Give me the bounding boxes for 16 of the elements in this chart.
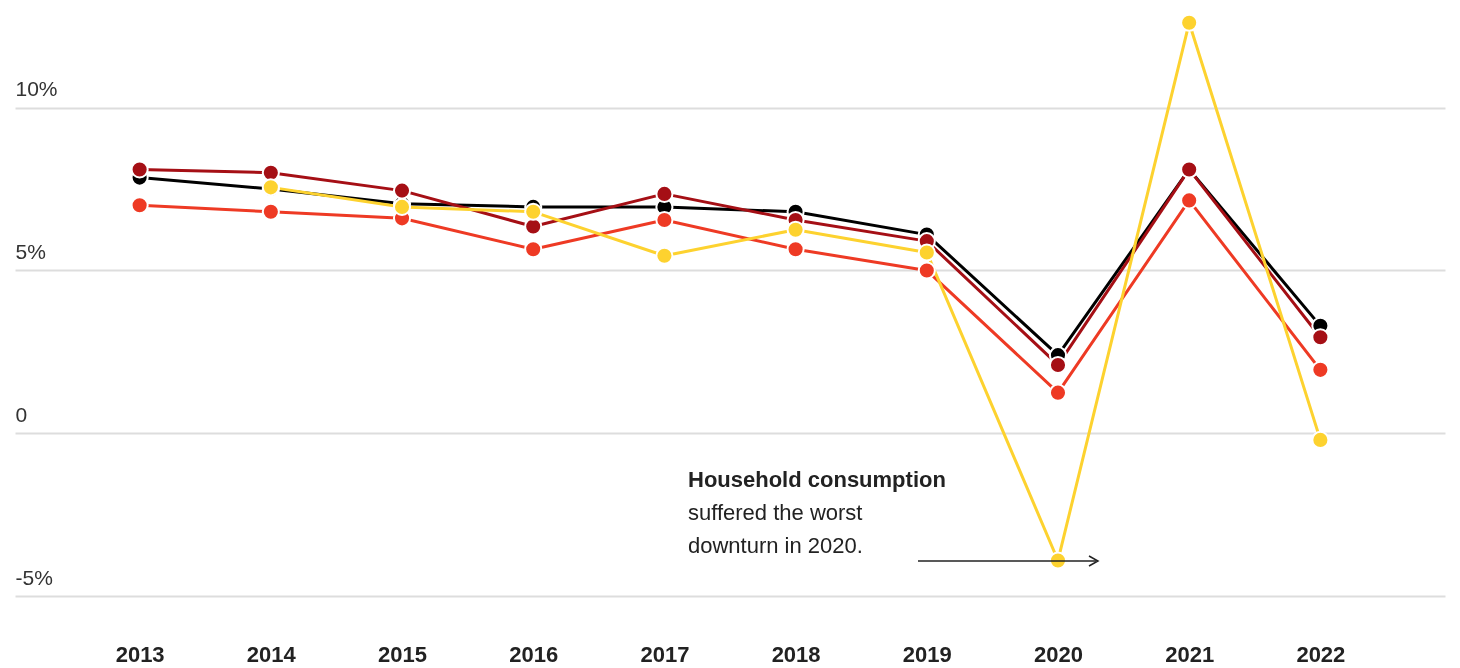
x-tick-label: 2013 [115, 641, 165, 667]
x-tick-label: 2021 [1165, 641, 1215, 667]
y-tick-label: 10% [15, 77, 58, 101]
x-tick-label: 2019 [902, 641, 952, 667]
x-tick-label: 2020 [1034, 641, 1083, 667]
y-tick-label: 5% [15, 239, 46, 263]
x-tick-label: 2022 [1296, 641, 1346, 667]
x-tick-label: 2018 [771, 641, 821, 667]
annotation: suffered the worst downturn in 2020. [688, 500, 863, 558]
x-tick-label: 2015 [378, 641, 427, 667]
y-tick-label: -5% [15, 565, 53, 589]
annotation: Household consumption [688, 467, 946, 492]
x-tick-label: 2017 [640, 641, 690, 667]
x-tick-label: 2016 [509, 641, 559, 667]
y-tick-label: 0 [15, 402, 28, 426]
x-tick-label: 2014 [246, 641, 297, 667]
